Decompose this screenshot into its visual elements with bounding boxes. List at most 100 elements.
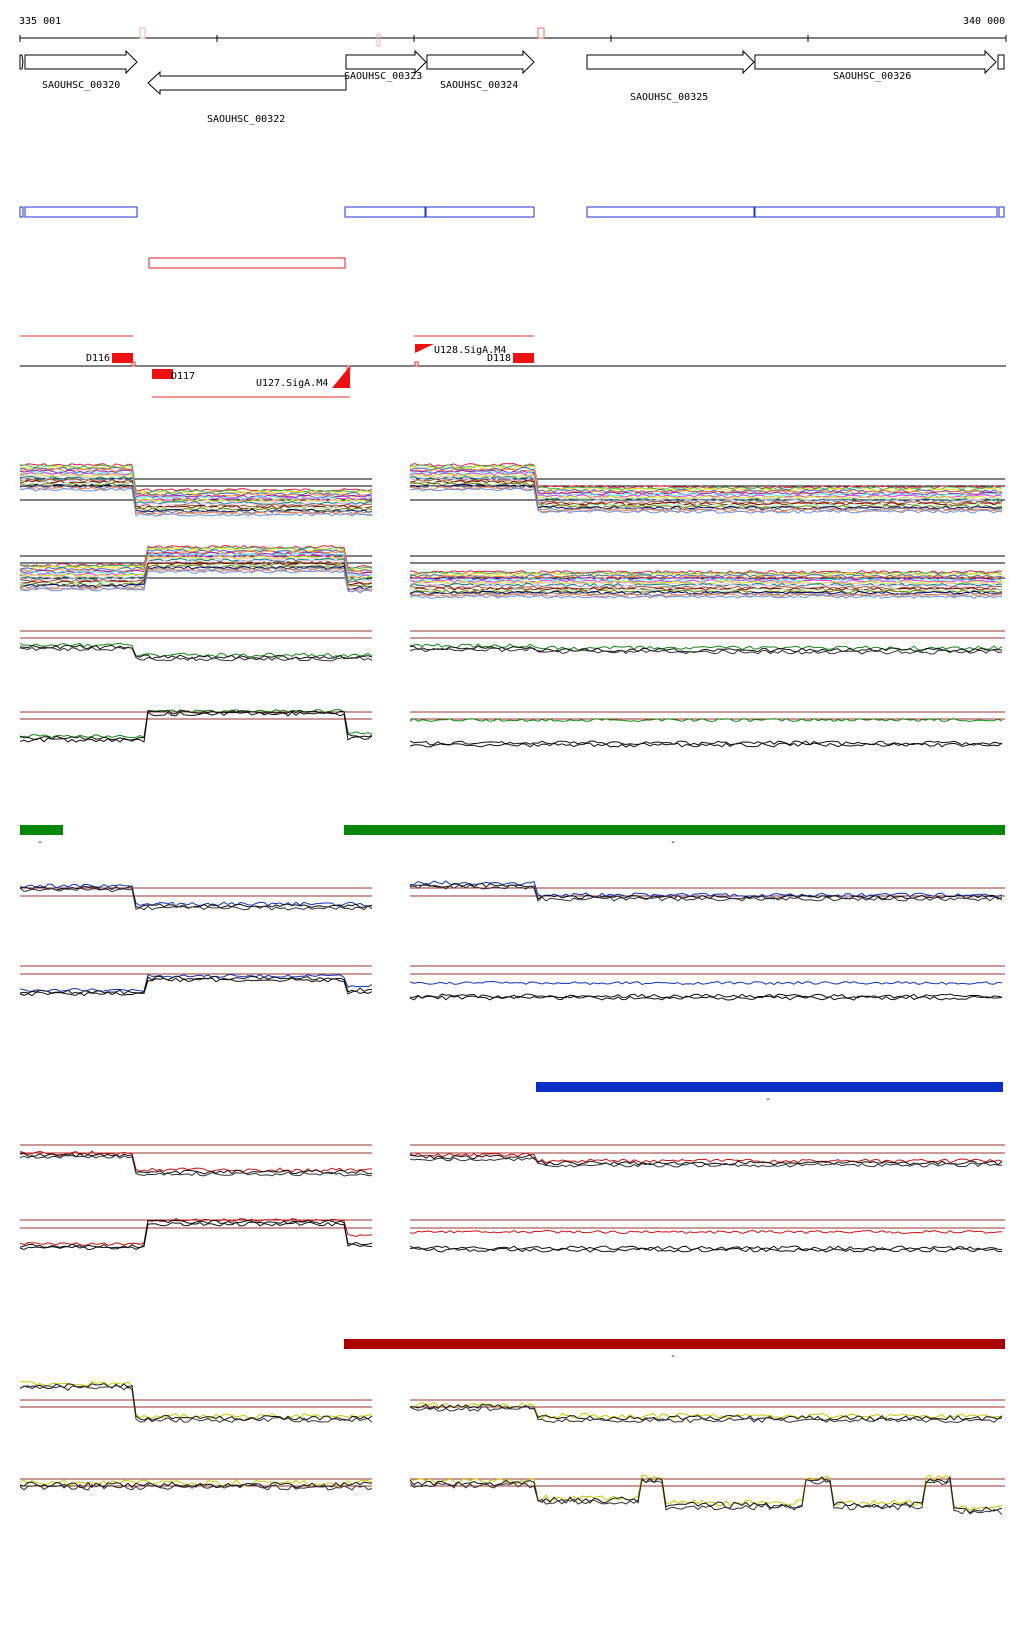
gene-arrow[interactable]	[997, 54, 1005, 70]
expression-trace	[409, 593, 1003, 598]
expression-trace	[409, 645, 1003, 653]
gene-arrow[interactable]	[147, 70, 347, 96]
expression-trace	[409, 995, 1003, 1001]
ruler-end-label: 340 000	[963, 16, 1005, 27]
gene-label: SAOUHSC_00326	[833, 71, 911, 82]
expression-trace	[409, 980, 1003, 986]
expression-trace	[19, 1154, 373, 1177]
expression-trace	[409, 578, 1003, 584]
feature-track: D116 D117 U127.SigA.M4 U128.SigA.M4 D118	[20, 335, 1006, 398]
green-segment-bar[interactable]	[344, 825, 1005, 835]
green-condition-forward-track	[19, 630, 1005, 662]
feature-d116[interactable]	[112, 353, 133, 363]
blue-segment-bar[interactable]	[536, 1082, 1003, 1092]
expression-trace	[19, 883, 373, 907]
expression-trace	[409, 468, 1003, 495]
expression-trace	[19, 1385, 373, 1423]
expression-trace	[409, 884, 1003, 902]
feature-tick	[131, 361, 136, 367]
segment-box[interactable]	[24, 206, 138, 218]
expression-trace	[19, 567, 373, 591]
coordinate-ruler: 335 001 340 000	[19, 16, 1007, 47]
expression-trace	[409, 586, 1003, 591]
expression-trace	[409, 590, 1003, 595]
green-bar-caption: -	[37, 837, 43, 848]
reverse-segment-box[interactable]	[148, 257, 346, 269]
expression-trace	[19, 559, 372, 584]
ruler-marker[interactable]	[537, 27, 545, 39]
feature-tick	[346, 365, 351, 371]
expression-trace	[409, 1156, 1002, 1168]
expression-trace	[19, 468, 373, 498]
expression-trace	[409, 487, 1003, 514]
gene-saouhsc-00326[interactable]: SAOUHSC_00326	[754, 49, 997, 82]
gene-label: SAOUHSC_00324	[440, 80, 518, 91]
segment-box[interactable]	[19, 206, 24, 218]
expression-trace	[19, 711, 373, 743]
segment-box[interactable]	[998, 206, 1005, 218]
segment-box[interactable]	[754, 206, 998, 218]
feature-label-d117: D117	[171, 371, 195, 382]
gene-arrow[interactable]	[19, 54, 24, 70]
expression-trace	[19, 560, 373, 585]
expression-trace	[19, 1152, 373, 1175]
gene-arrow[interactable]	[586, 49, 755, 75]
segment-box[interactable]	[344, 206, 426, 218]
expression-trace	[19, 1218, 373, 1247]
expression-trace	[409, 581, 1003, 586]
yellow-condition-forward-track	[19, 1380, 1005, 1424]
feature-u127-arrow[interactable]	[332, 366, 350, 388]
green-bar-caption: -	[670, 837, 676, 848]
segment-box[interactable]	[425, 206, 535, 218]
gene-arrow[interactable]	[426, 49, 535, 75]
multi-condition-reverse-track	[19, 544, 1005, 599]
expression-trace	[409, 740, 1003, 746]
feature-d118[interactable]	[513, 353, 534, 363]
expression-trace	[409, 482, 1003, 509]
gene-label: SAOUHSC_00323	[344, 71, 422, 82]
expression-trace	[19, 564, 373, 588]
expression-trace	[19, 885, 373, 909]
expression-trace	[19, 1483, 373, 1491]
red-condition-reverse-track	[19, 1218, 1005, 1253]
expression-trace	[19, 547, 373, 572]
darkred-segment-bar[interactable]	[344, 1339, 1005, 1349]
segment-box[interactable]	[586, 206, 755, 218]
expression-trace	[19, 561, 373, 586]
gene-saouhsc-00322[interactable]: SAOUHSC_00322	[147, 70, 347, 125]
expression-trace	[409, 1152, 1003, 1164]
gene-saouhsc-00323[interactable]: SAOUHSC_00323	[344, 49, 427, 82]
green-segment-bar[interactable]	[20, 825, 63, 835]
gene-saouhsc-00320[interactable]: SAOUHSC_00320	[24, 49, 138, 91]
expression-trace	[19, 479, 373, 509]
expression-trace	[409, 1478, 1003, 1516]
expression-trace	[19, 569, 373, 594]
expression-trace	[409, 483, 1003, 510]
expression-trace	[409, 476, 1003, 502]
ruler-marker[interactable]	[139, 27, 146, 39]
expression-trace	[19, 568, 373, 592]
expression-trace	[19, 551, 372, 575]
gene-arrow[interactable]	[24, 49, 138, 75]
feature-d117[interactable]	[152, 369, 173, 379]
gene-saouhsc-00324[interactable]: SAOUHSC_00324	[426, 49, 535, 91]
feature-u128-arrow[interactable]	[415, 344, 434, 353]
expression-trace	[19, 977, 373, 997]
expression-trace	[19, 470, 373, 500]
expression-trace	[19, 556, 373, 581]
expression-trace	[19, 973, 373, 992]
gene-arrow[interactable]	[345, 49, 427, 75]
expression-trace	[409, 717, 1003, 723]
red-condition-forward-track	[19, 1144, 1005, 1177]
gene-arrow[interactable]	[754, 49, 997, 75]
feature-label-u128: U128.SigA.M4	[434, 345, 506, 356]
darkred-bar-caption: -	[670, 1351, 676, 1362]
expression-trace	[19, 481, 373, 511]
gene-saouhsc-00325[interactable]: SAOUHSC_00325	[586, 49, 755, 103]
expression-trace	[19, 477, 373, 507]
multi-condition-forward-track	[19, 462, 1005, 517]
feature-label-d116: D116	[86, 353, 110, 364]
ruler-marker[interactable]	[376, 33, 381, 47]
expression-trace	[19, 642, 373, 658]
expression-trace	[409, 571, 1003, 576]
